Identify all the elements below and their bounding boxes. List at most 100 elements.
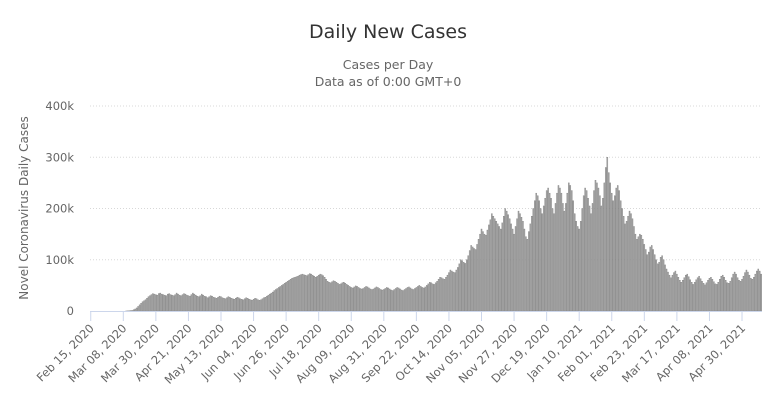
bar <box>470 245 472 312</box>
bar <box>433 284 435 312</box>
bar <box>156 294 159 312</box>
bar <box>708 278 711 312</box>
bar <box>542 205 545 312</box>
bar <box>645 249 647 312</box>
bar <box>471 246 474 312</box>
bar <box>483 233 486 312</box>
bar <box>729 281 731 312</box>
bar <box>505 210 508 312</box>
bar <box>557 185 560 312</box>
bar <box>366 286 369 312</box>
bar <box>359 288 361 312</box>
bar <box>628 210 631 312</box>
bar <box>286 281 289 312</box>
bar <box>696 277 699 312</box>
bar <box>303 274 305 312</box>
bar <box>201 293 203 312</box>
bar <box>144 299 147 312</box>
bar <box>350 287 352 312</box>
bar <box>312 274 314 312</box>
bar <box>294 277 296 312</box>
bar <box>344 283 347 312</box>
bar <box>405 288 407 312</box>
bar <box>631 218 634 312</box>
bar <box>146 298 148 312</box>
bar <box>578 228 580 312</box>
bar <box>643 244 646 312</box>
bar <box>756 270 758 312</box>
bar <box>282 284 284 312</box>
bar <box>508 218 511 312</box>
bar <box>263 297 265 312</box>
bar <box>606 157 609 312</box>
bar <box>400 289 403 312</box>
bar <box>625 221 628 312</box>
bar <box>153 293 156 312</box>
bar <box>655 259 657 312</box>
bar <box>292 277 295 312</box>
bar <box>309 273 311 312</box>
bar <box>403 289 406 312</box>
bar <box>164 294 166 312</box>
bar <box>258 300 261 312</box>
bar <box>751 279 754 312</box>
bar <box>420 286 422 312</box>
bar <box>319 273 321 312</box>
bar <box>316 275 318 312</box>
bar <box>516 218 518 312</box>
bar <box>563 210 566 312</box>
bar <box>642 239 644 312</box>
bar <box>396 287 398 312</box>
bar <box>622 216 625 312</box>
bar <box>639 233 641 312</box>
bar <box>565 203 567 312</box>
bar <box>646 254 648 312</box>
bar <box>686 273 688 312</box>
bar <box>181 294 184 312</box>
bar <box>510 223 512 312</box>
bar <box>172 295 175 312</box>
bar <box>352 287 354 312</box>
bar <box>683 277 686 312</box>
bar <box>468 250 471 312</box>
bar <box>544 198 546 312</box>
bar <box>141 301 144 312</box>
bar <box>445 277 447 312</box>
bar <box>248 299 250 312</box>
bar <box>529 223 532 312</box>
bar <box>232 298 234 312</box>
bar <box>374 287 376 312</box>
bar <box>440 277 443 312</box>
bar <box>597 187 600 312</box>
bar <box>329 282 332 312</box>
bar <box>175 292 178 312</box>
bar <box>320 274 323 312</box>
bar <box>161 293 163 312</box>
bar <box>569 185 572 312</box>
bar <box>298 274 301 312</box>
bar <box>368 287 370 312</box>
bar <box>249 299 252 312</box>
bar <box>267 294 270 312</box>
chart-subtitle-date: Data as of 0:00 GMT+0 <box>315 74 462 89</box>
y-axis-ticks: 0 100k 200k 300k 400k <box>45 99 74 318</box>
bar <box>386 287 388 312</box>
bar <box>417 286 419 312</box>
bar <box>206 297 209 312</box>
bar <box>537 195 539 312</box>
bar <box>242 299 244 312</box>
bar <box>285 282 287 312</box>
bar <box>485 234 487 312</box>
bar <box>291 278 293 312</box>
bar <box>674 270 677 312</box>
bar <box>461 260 463 312</box>
bar <box>760 273 762 312</box>
bar <box>581 208 583 312</box>
bar <box>491 213 493 312</box>
bar <box>381 289 384 312</box>
bar <box>664 264 666 312</box>
bar <box>754 273 757 312</box>
bar <box>711 279 714 312</box>
bar <box>507 214 509 312</box>
bar <box>670 277 672 312</box>
